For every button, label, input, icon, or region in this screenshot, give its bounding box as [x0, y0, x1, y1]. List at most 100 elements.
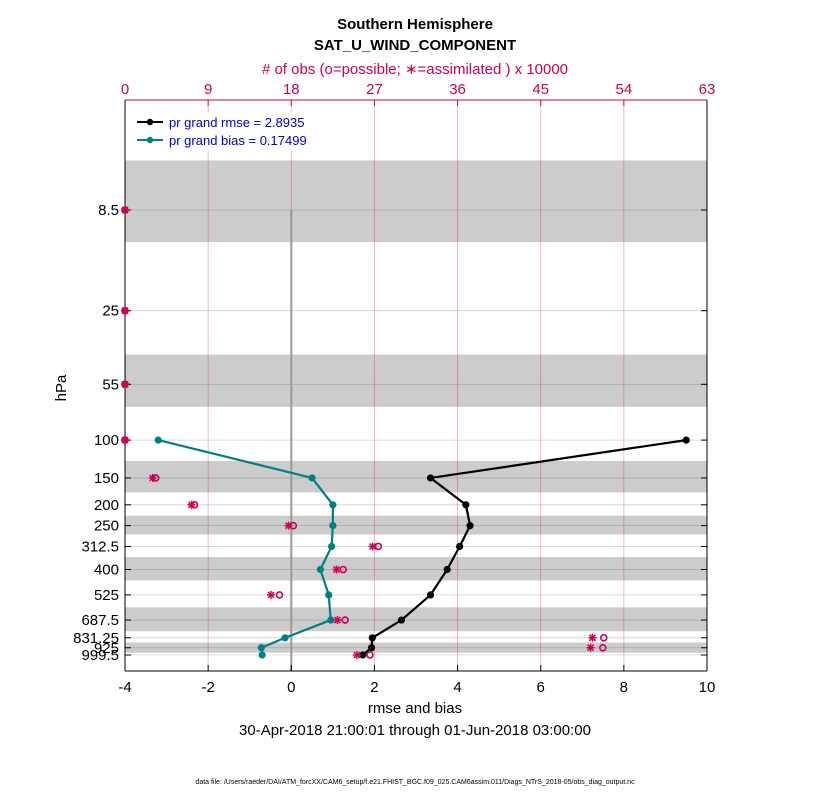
chart-subtitle: SAT_U_WIND_COMPONENT [314, 37, 516, 54]
grid-lines [124, 100, 708, 671]
obs-possible-marker [599, 643, 607, 652]
shaded-band [125, 160, 707, 243]
top-tick-label: 9 [204, 81, 212, 98]
asterisk-stroke [149, 474, 157, 482]
top-tick-label: 54 [616, 81, 633, 98]
bottom-tick-label: -2 [201, 679, 214, 696]
pressure-tick-label: 400 [94, 562, 119, 579]
rmse-point [456, 542, 464, 551]
shaded-band [125, 642, 707, 653]
obs-assimilated-marker [187, 500, 196, 509]
bias-point [328, 542, 336, 551]
asterisk-stroke [587, 644, 595, 652]
bias-point [257, 644, 265, 652]
asterisk-stroke [333, 565, 341, 574]
asterisk-stroke [267, 591, 275, 599]
bottom-tick-label: 10 [699, 679, 716, 696]
bias-point [329, 501, 337, 509]
obs-assimilated-marker [333, 616, 342, 625]
bias-point [316, 565, 324, 574]
series-layer [154, 436, 690, 659]
shaded-band [125, 607, 707, 632]
obs-assimilated-marker [148, 473, 157, 482]
asterisk-stroke [121, 380, 129, 388]
date-range: 30-Apr-2018 21:00:01 through 01-Jun-2018… [239, 722, 591, 739]
bias-point [327, 616, 335, 624]
plot-frame [124, 99, 708, 672]
axis-labels: 0 9 18 27 36 45 54 638.52555100150200250312.540… [73, 81, 715, 696]
pressure-tick-label: 999.5 [81, 647, 119, 664]
bias-point [281, 634, 289, 642]
rmse-point [359, 651, 367, 659]
legend-bias-marker [146, 136, 154, 144]
pressure-tick-label: 312.5 [81, 538, 119, 555]
bias-point [154, 436, 162, 444]
shaded-band [125, 460, 707, 493]
y-axis-label: hPa [53, 374, 70, 401]
pressure-tick-label: 55 [102, 376, 119, 393]
pressure-tick-label: 525 [94, 587, 119, 604]
top-tick-label: 0 [121, 81, 129, 98]
x-axis-label: rmse and bias [368, 700, 462, 717]
footer-file-path: data file: /Users/raeder/DAI/ATM_forcXX/… [195, 779, 635, 786]
legend: pr grand rmse = 2.8935 pr grand bias = 0… [131, 112, 341, 150]
chart-title: Southern Hemisphere [337, 16, 493, 33]
obs-assimilated-marker [332, 565, 341, 574]
pressure-tick-label: 831.25 [73, 630, 119, 647]
obs-assimilated-marker [284, 521, 293, 530]
shaded-band [125, 557, 707, 581]
asterisk-stroke [284, 522, 293, 530]
rmse-point [426, 474, 435, 482]
top-tick-label: 45 [532, 81, 549, 98]
pressure-tick-label: 25 [102, 303, 119, 320]
rmse-point [443, 565, 451, 574]
obs-possible-marker [599, 633, 608, 642]
top-tick-label: 36 [449, 81, 466, 98]
bottom-tick-label: 0 [287, 679, 295, 696]
asterisk-stroke [369, 542, 377, 551]
obs-assimilated-marker [121, 306, 129, 315]
shaded-band [125, 354, 707, 407]
top-tick-label: 27 [366, 81, 383, 98]
legend-bias-label: pr grand bias = 0.17499 [169, 133, 307, 148]
obs-assimilated-marker [368, 542, 377, 551]
bottom-tick-label: 6 [537, 679, 545, 696]
asterisk-stroke [588, 634, 596, 642]
rmse-point [426, 591, 435, 599]
shaded-band [125, 515, 707, 535]
rmse-point [462, 501, 470, 509]
obs-possible-marker [275, 591, 284, 599]
asterisk-stroke [121, 436, 129, 444]
rmse-point [368, 634, 376, 642]
bottom-tick-label: -4 [118, 679, 131, 696]
asterisk-stroke [121, 206, 129, 214]
pressure-tick-label: 200 [94, 497, 119, 514]
rmse-point [397, 616, 406, 624]
rmse-point [466, 522, 474, 530]
legend-box [131, 112, 341, 150]
top-tick-label: 63 [699, 81, 716, 98]
obs-assimilated-marker [121, 206, 129, 214]
top-axis-label: # of obs (o=possible; ∗=assimilated ) x … [262, 61, 568, 78]
rmse-point [367, 644, 376, 652]
pressure-tick-label: 100 [94, 432, 119, 449]
pressure-tick-label: 150 [94, 470, 119, 487]
bottom-tick-label: 8 [620, 679, 628, 696]
bias-point [258, 651, 266, 659]
obs-assimilated-marker [266, 590, 275, 599]
bottom-tick-label: 2 [370, 679, 378, 696]
rmse-point [682, 436, 690, 444]
top-tick-label: 18 [283, 81, 300, 98]
asterisk-stroke [121, 307, 129, 315]
pressure-tick-label: 8.5 [98, 202, 119, 219]
obs-assimilated-marker [352, 651, 361, 659]
bottom-tick-label: 4 [453, 679, 461, 696]
obs-count-markers [121, 206, 608, 659]
bias-point [308, 474, 316, 482]
pressure-tick-label: 250 [94, 518, 119, 535]
shaded-bands [125, 160, 707, 653]
bias-point [325, 591, 333, 599]
pressure-tick-label: 925 [94, 640, 119, 657]
obs-assimilated-marker [121, 436, 129, 445]
